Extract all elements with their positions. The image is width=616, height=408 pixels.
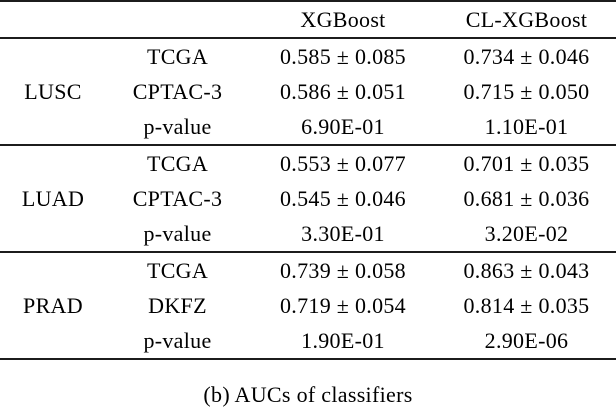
dataset-cell: p-value	[143, 327, 212, 353]
header-row: XGBoost CL-XGBoost	[0, 1, 616, 38]
dataset-cell: p-value	[143, 113, 212, 139]
xgboost-value: 0.739 ± 0.058	[280, 257, 406, 283]
table-row: p-value 6.90E-01 1.10E-01	[0, 109, 616, 145]
group-luad: LUAD TCGA 0.553 ± 0.077 0.701 ± 0.035 CP…	[0, 145, 616, 252]
group-prad: PRAD TCGA 0.739 ± 0.058 0.863 ± 0.043 DK…	[0, 252, 616, 359]
table-row: PRAD TCGA 0.739 ± 0.058 0.863 ± 0.043	[0, 252, 616, 318]
dataset-cell: CPTAC-3	[132, 78, 223, 104]
cl-xgboost-value: 0.701 ± 0.035	[463, 150, 590, 176]
xgboost-value: 0.585 ± 0.085	[280, 43, 406, 69]
cl-xgboost-value: 3.20E-02	[484, 220, 569, 246]
cl-xgboost-value: 1.10E-01	[484, 113, 569, 139]
header-xgboost: XGBoost	[300, 6, 386, 32]
table-row: DKFZ 0.719 ± 0.054 0.814 ± 0.035	[0, 288, 616, 323]
cl-xgboost-value: 0.715 ± 0.050	[463, 78, 590, 104]
cl-xgboost-value: 0.681 ± 0.036	[463, 185, 590, 211]
table-row: LUSC TCGA 0.585 ± 0.085 0.734 ± 0.046	[0, 38, 616, 104]
table-row: CPTAC-3 0.545 ± 0.046 0.681 ± 0.036	[0, 181, 616, 216]
dataset-cell: DKFZ	[148, 292, 207, 318]
xgboost-value: 0.553 ± 0.077	[280, 150, 406, 176]
dataset-cell: CPTAC-3	[132, 185, 223, 211]
header-cell-empty-group	[0, 1, 106, 38]
xgboost-value: 6.90E-01	[301, 113, 385, 139]
table-row: p-value 1.90E-01 2.90E-06	[0, 323, 616, 359]
table-row: CPTAC-3 0.586 ± 0.051 0.715 ± 0.050	[0, 74, 616, 109]
table-header: XGBoost CL-XGBoost	[0, 1, 616, 38]
table-row: LUAD TCGA 0.553 ± 0.077 0.701 ± 0.035	[0, 145, 616, 211]
xgboost-value: 3.30E-01	[301, 220, 385, 246]
dataset-cell: TCGA	[146, 257, 209, 283]
auc-results-table: XGBoost CL-XGBoost LUSC TCGA 0.585 ± 0.0…	[0, 0, 616, 359]
cl-xgboost-value: 0.863 ± 0.043	[463, 257, 590, 283]
cl-xgboost-value: 2.90E-06	[484, 327, 569, 353]
group-label-lusc: LUSC	[24, 78, 82, 104]
cl-xgboost-value: 0.814 ± 0.035	[463, 292, 590, 318]
cl-xgboost-value: 0.734 ± 0.046	[463, 43, 590, 69]
table-row: p-value 3.30E-01 3.20E-02	[0, 216, 616, 252]
xgboost-value: 0.719 ± 0.054	[280, 292, 406, 318]
dataset-cell: p-value	[143, 220, 212, 246]
xgboost-value: 1.90E-01	[301, 327, 385, 353]
group-label-luad: LUAD	[21, 185, 85, 211]
header-cl-xgboost: CL-XGBoost	[465, 6, 588, 32]
group-lusc: LUSC TCGA 0.585 ± 0.085 0.734 ± 0.046 CP…	[0, 38, 616, 145]
dataset-cell: TCGA	[146, 43, 209, 69]
table-caption: (b) AUCs of classifiers	[203, 382, 413, 407]
xgboost-value: 0.586 ± 0.051	[280, 78, 406, 104]
header-cell-empty-dataset	[106, 1, 249, 38]
dataset-cell: TCGA	[146, 150, 209, 176]
group-label-prad: PRAD	[23, 292, 83, 318]
xgboost-value: 0.545 ± 0.046	[280, 185, 406, 211]
